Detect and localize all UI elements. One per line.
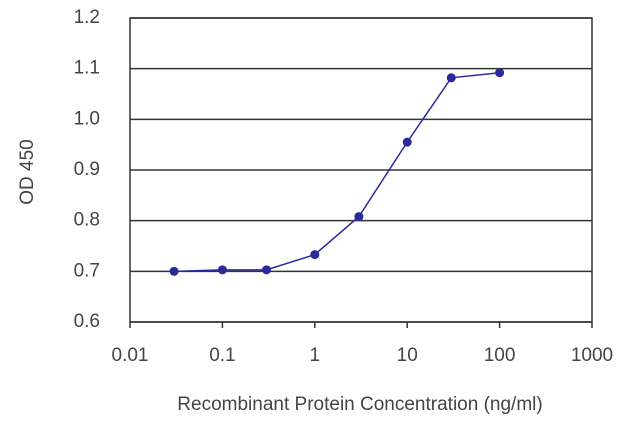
data-point xyxy=(495,68,505,78)
x-tick-label: 1000 xyxy=(571,345,613,366)
data-point xyxy=(446,73,456,83)
y-tick-label: 0.7 xyxy=(74,260,100,281)
data-point xyxy=(310,250,320,260)
x-axis-label: Recombinant Protein Concentration (ng/ml… xyxy=(177,394,542,415)
data-point xyxy=(261,265,271,275)
data-point xyxy=(402,137,412,147)
x-tick-label: 10 xyxy=(397,345,418,366)
x-tick-label: 0.01 xyxy=(112,345,149,366)
x-tick-label: 100 xyxy=(484,345,516,366)
plot-frame xyxy=(129,17,593,323)
y-axis-label: OD 450 xyxy=(17,139,38,204)
y-tick-label: 0.9 xyxy=(74,159,100,180)
y-tick-label: 1.2 xyxy=(74,7,100,28)
series-line xyxy=(174,71,500,273)
x-tick-label: 1 xyxy=(310,345,321,366)
y-tick-label: 0.8 xyxy=(74,210,100,231)
y-tick-label: 0.6 xyxy=(74,311,100,332)
data-point xyxy=(169,266,179,276)
x-tick-label: 0.1 xyxy=(209,345,235,366)
y-tick-label: 1.0 xyxy=(74,108,100,129)
data-point xyxy=(354,212,364,222)
data-point xyxy=(217,265,227,275)
y-tick-label: 1.1 xyxy=(74,58,100,79)
